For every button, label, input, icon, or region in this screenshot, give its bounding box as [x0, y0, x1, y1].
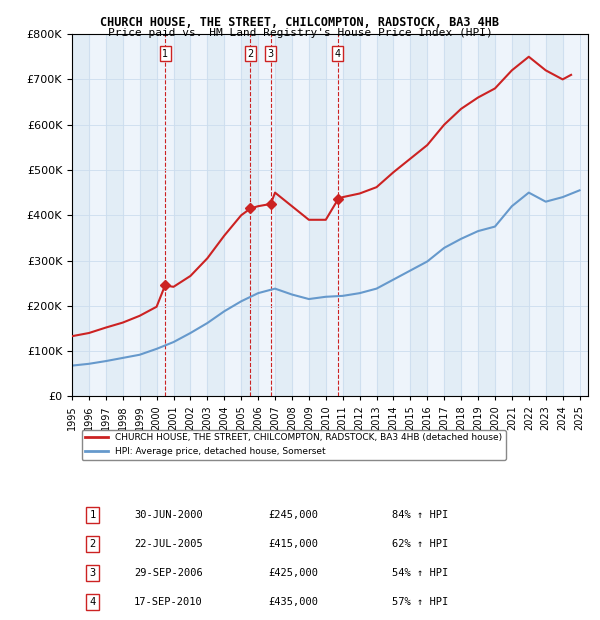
Text: £415,000: £415,000: [268, 539, 318, 549]
Bar: [106, 34, 123, 396]
Text: 17-SEP-2010: 17-SEP-2010: [134, 596, 203, 607]
Text: 57% ↑ HPI: 57% ↑ HPI: [392, 596, 448, 607]
Bar: [208, 34, 224, 396]
Text: 29-SEP-2006: 29-SEP-2006: [134, 568, 203, 578]
Text: 1: 1: [89, 510, 96, 520]
Bar: [478, 34, 495, 396]
Text: 2: 2: [247, 48, 254, 59]
Text: 84% ↑ HPI: 84% ↑ HPI: [392, 510, 448, 520]
Text: 62% ↑ HPI: 62% ↑ HPI: [392, 539, 448, 549]
Bar: [410, 34, 427, 396]
Text: 4: 4: [89, 596, 96, 607]
Text: £435,000: £435,000: [268, 596, 318, 607]
Text: 22-JUL-2005: 22-JUL-2005: [134, 539, 203, 549]
Bar: [377, 34, 394, 396]
Text: Price paid vs. HM Land Registry's House Price Index (HPI): Price paid vs. HM Land Registry's House …: [107, 28, 493, 38]
Text: £245,000: £245,000: [268, 510, 318, 520]
Bar: [140, 34, 157, 396]
Bar: [173, 34, 190, 396]
Bar: [512, 34, 529, 396]
Legend: CHURCH HOUSE, THE STREET, CHILCOMPTON, RADSTOCK, BA3 4HB (detached house), HPI: : CHURCH HOUSE, THE STREET, CHILCOMPTON, R…: [82, 430, 506, 459]
Bar: [275, 34, 292, 396]
Text: 4: 4: [335, 48, 341, 59]
Text: CHURCH HOUSE, THE STREET, CHILCOMPTON, RADSTOCK, BA3 4HB: CHURCH HOUSE, THE STREET, CHILCOMPTON, R…: [101, 16, 499, 29]
Text: 1: 1: [162, 48, 168, 59]
Text: £425,000: £425,000: [268, 568, 318, 578]
Bar: [241, 34, 258, 396]
Bar: [546, 34, 563, 396]
Bar: [444, 34, 461, 396]
Bar: [309, 34, 326, 396]
Bar: [72, 34, 89, 396]
Text: 3: 3: [268, 48, 274, 59]
Text: 54% ↑ HPI: 54% ↑ HPI: [392, 568, 448, 578]
Text: 30-JUN-2000: 30-JUN-2000: [134, 510, 203, 520]
Text: 3: 3: [89, 568, 96, 578]
Text: 2: 2: [89, 539, 96, 549]
Bar: [343, 34, 359, 396]
